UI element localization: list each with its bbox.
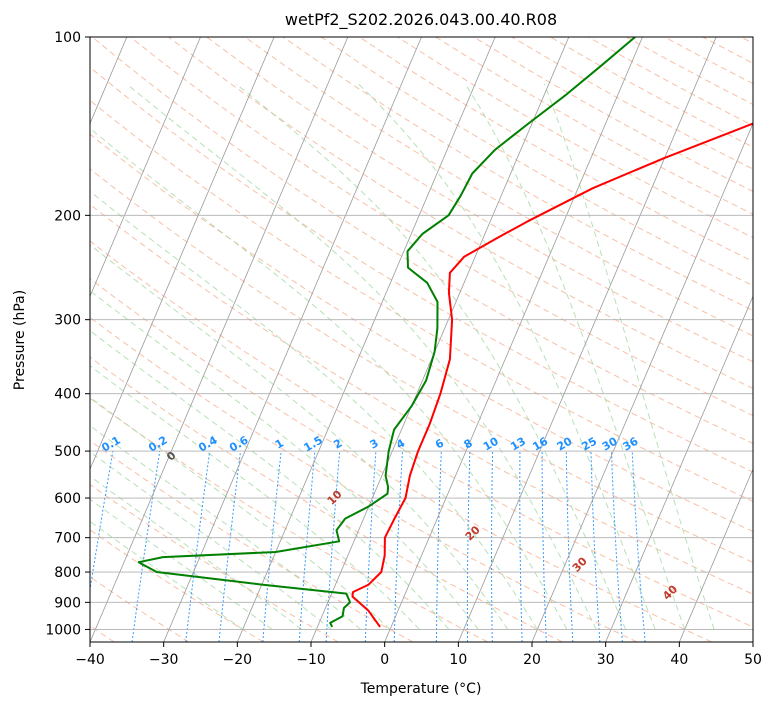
x-tick-label: 20 [523,652,541,668]
y-tick-label: 500 [54,444,81,460]
y-tick-label: 900 [54,595,81,611]
dry-adiabat [168,37,753,389]
moist-adiabat [90,127,568,630]
moist-adiabat [464,83,686,630]
moist-adiabat [90,475,302,630]
x-axis: −40 −30 −20 −10 0 10 20 30 40 50 [75,642,762,668]
moist-adiabat [90,425,361,630]
y-tick-label: 800 [54,565,81,581]
isotherm [236,37,496,642]
dry-adiabat [90,99,753,502]
moist-adiabat [90,520,243,630]
y-tick-label: 700 [54,531,81,547]
chart-title: wetPf2_S202.2026.043.00.40.R08 [285,10,557,30]
dry-adiabat [90,483,339,642]
x-tick-label: 10 [449,652,467,668]
mixing-ratio-line [631,451,646,642]
moist-adiabat [90,290,479,630]
y-tick-label: 100 [54,30,81,46]
isotherm [678,468,753,642]
profile-series [137,37,753,628]
dry-adiabat [244,37,753,337]
moist-adiabat [90,244,509,630]
isotherm [531,122,753,642]
dry-adiabat [130,37,753,417]
dry-adiabat [90,240,753,628]
isotherm [384,37,643,642]
temperature-line [351,122,753,628]
isotherm [310,37,570,642]
dry-adiabat [90,356,563,642]
mixing-ratio-line [298,451,316,642]
y-axis: 100 200 300 400 500 600 700 800 900 1000 [45,30,90,638]
dewpoint-line [137,37,636,628]
isotherm [90,37,349,642]
moist-adiabat [358,83,656,630]
isotherm [163,37,422,642]
y-tick-label: 1000 [45,622,81,638]
mixing-ratio-line [185,451,211,642]
x-tick-label: 50 [744,652,762,668]
dry-adiabat [90,203,753,595]
y-tick-label: 200 [54,208,81,224]
y-tick-label: 400 [54,387,81,403]
moist-adiabat [90,190,538,630]
moist-adiabat [126,83,597,630]
mixing-ratio-line [262,451,282,642]
dry-adiabat [282,37,753,312]
moist-adiabat [90,451,332,630]
plot-frame [89,36,754,643]
moist-adiabat [90,396,391,630]
x-tick-label: 30 [597,652,615,668]
moist-adiabat [543,83,715,630]
x-axis-label: Temperature (°C) [360,681,482,697]
x-tick-label: −20 [223,652,253,668]
moist-adiabat [235,83,627,630]
isotherm [90,37,201,298]
mixing-ratio-line [90,451,114,593]
isotherm [605,295,753,642]
x-tick-label: −40 [75,652,105,668]
y-tick-label: 300 [54,313,81,329]
isotherm [457,37,717,642]
x-tick-label: −10 [296,652,326,668]
isotherm [90,37,275,471]
x-tick-label: −30 [149,652,179,668]
mixing-ratio-line [218,451,241,642]
y-tick-label: 600 [54,491,81,507]
moist-adiabat [90,330,450,630]
y-axis-label: Pressure (hPa) [12,290,28,390]
dry-adiabat [90,529,264,642]
x-tick-label: 0 [380,652,389,668]
dry-adiabat [90,133,753,533]
pressure-grid [90,37,753,642]
dry-adiabat [91,37,753,445]
x-tick-label: 40 [670,652,688,668]
